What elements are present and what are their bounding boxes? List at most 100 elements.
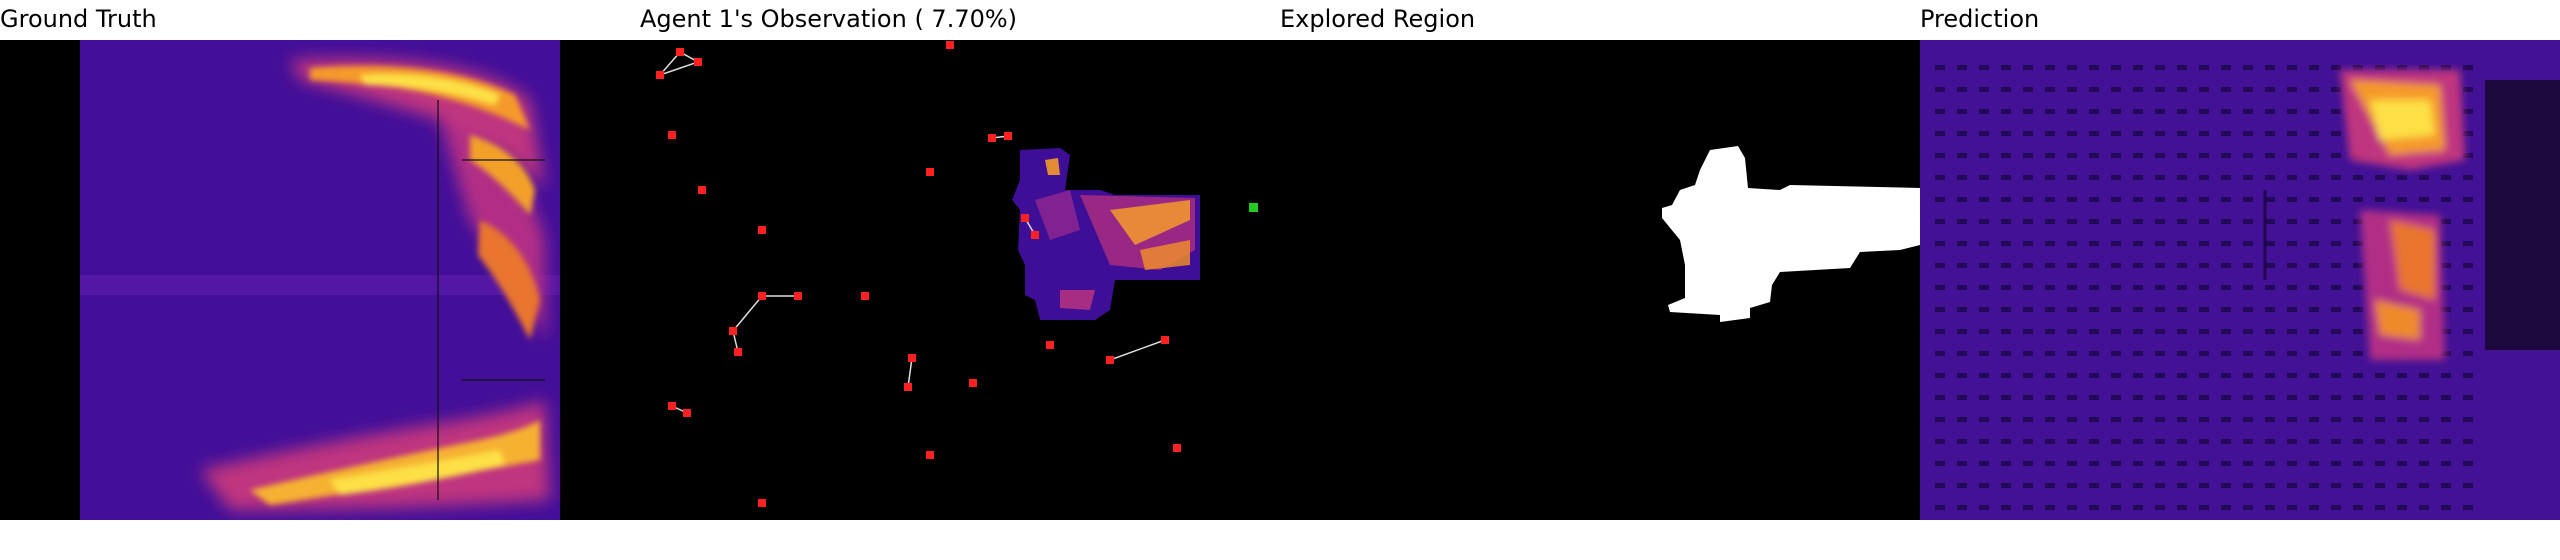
grid-cell (2221, 263, 2231, 268)
grid-cell (2001, 439, 2011, 444)
grid-cell (2199, 263, 2209, 268)
grid-cell (2353, 373, 2363, 378)
grid-cell (2067, 241, 2077, 246)
grid-cell (1957, 439, 1967, 444)
grid-cell (2177, 153, 2187, 158)
grid-cell (2287, 307, 2297, 312)
grid-cell (2067, 461, 2077, 466)
grid-cell (1979, 505, 1989, 510)
grid-cell (2287, 351, 2297, 356)
grid-cell (2309, 351, 2319, 356)
grid-cell (2419, 439, 2429, 444)
grid-cell (1957, 263, 1967, 268)
grid-cell (2221, 461, 2231, 466)
grid-cell (1957, 241, 1967, 246)
grid-cell (2243, 197, 2253, 202)
agent-marker (758, 499, 766, 507)
grid-cell (2287, 483, 2297, 488)
grid-cell (1957, 87, 1967, 92)
grid-cell (2221, 373, 2231, 378)
grid-cell (2375, 483, 2385, 488)
grid-cell (2309, 263, 2319, 268)
agent-marker (1004, 132, 1012, 140)
grid-cell (2397, 461, 2407, 466)
grid-cell (2463, 373, 2473, 378)
grid-cell (2199, 395, 2209, 400)
grid-cell (2067, 483, 2077, 488)
grid-cell (2177, 197, 2187, 202)
grid-cell (2309, 219, 2319, 224)
grid-cell (2375, 175, 2385, 180)
grid-cell (2463, 263, 2473, 268)
grid-cell (2221, 153, 2231, 158)
grid-cell (2177, 439, 2187, 444)
grid-cell (2177, 351, 2187, 356)
agent-marker (794, 292, 802, 300)
grid-cell (2133, 461, 2143, 466)
grid-cell (2111, 197, 2121, 202)
grid-cell (2463, 175, 2473, 180)
grid-cell (1979, 263, 1989, 268)
grid-cell (2089, 483, 2099, 488)
grid-cell (2199, 197, 2209, 202)
grid-cell (2243, 65, 2253, 70)
grid-cell (2089, 461, 2099, 466)
grid-cell (2045, 395, 2055, 400)
grid-cell (1935, 307, 1945, 312)
grid-cell (2265, 351, 2275, 356)
grid-cell (2265, 307, 2275, 312)
grid-cell (1979, 351, 1989, 356)
agent-marker (1161, 336, 1169, 344)
grid-cell (2463, 329, 2473, 334)
grid-cell (2133, 373, 2143, 378)
grid-cell (2243, 373, 2253, 378)
grid-cell (2441, 417, 2451, 422)
grid-cell (2133, 65, 2143, 70)
grid-cell (2155, 285, 2165, 290)
grid-cell (2287, 175, 2297, 180)
grid-cell (2287, 219, 2297, 224)
grid-cell (2397, 175, 2407, 180)
grid-cell (2243, 461, 2253, 466)
grid-cell (2375, 461, 2385, 466)
grid-cell (2309, 241, 2319, 246)
grid-cell (2221, 351, 2231, 356)
grid-cell (2265, 241, 2275, 246)
grid-cell (2353, 175, 2363, 180)
grid-cell (2287, 439, 2297, 444)
explored-title: Explored Region (1280, 5, 1476, 33)
grid-cell (1979, 439, 1989, 444)
grid-cell (2111, 109, 2121, 114)
grid-cell (2265, 131, 2275, 136)
grid-cell (2463, 505, 2473, 510)
grid-cell (2221, 175, 2231, 180)
grid-cell (2243, 175, 2253, 180)
grid-cell (2089, 285, 2099, 290)
grid-cell (2089, 65, 2099, 70)
grid-cell (2001, 263, 2011, 268)
grid-cell (2133, 417, 2143, 422)
grid-cell (1935, 505, 1945, 510)
grid-cell (2089, 219, 2099, 224)
explored-map (1280, 40, 1920, 520)
grid-cell (1979, 219, 1989, 224)
grid-cell (2463, 197, 2473, 202)
grid-cell (2331, 395, 2341, 400)
grid-cell (2265, 395, 2275, 400)
grid-cell (2155, 417, 2165, 422)
grid-cell (2375, 197, 2385, 202)
grid-cell (2441, 241, 2451, 246)
ground-truth-heatmap (0, 40, 640, 520)
grid-cell (2001, 175, 2011, 180)
grid-cell (2419, 461, 2429, 466)
grid-cell (2045, 175, 2055, 180)
grid-cell (2243, 131, 2253, 136)
grid-cell (1935, 153, 1945, 158)
grid-cell (2375, 417, 2385, 422)
grid-cell (2199, 307, 2209, 312)
grid-cell (2089, 439, 2099, 444)
grid-cell (2199, 329, 2209, 334)
ground-truth-panel (0, 40, 640, 520)
grid-cell (2133, 351, 2143, 356)
grid-cell (2441, 65, 2451, 70)
